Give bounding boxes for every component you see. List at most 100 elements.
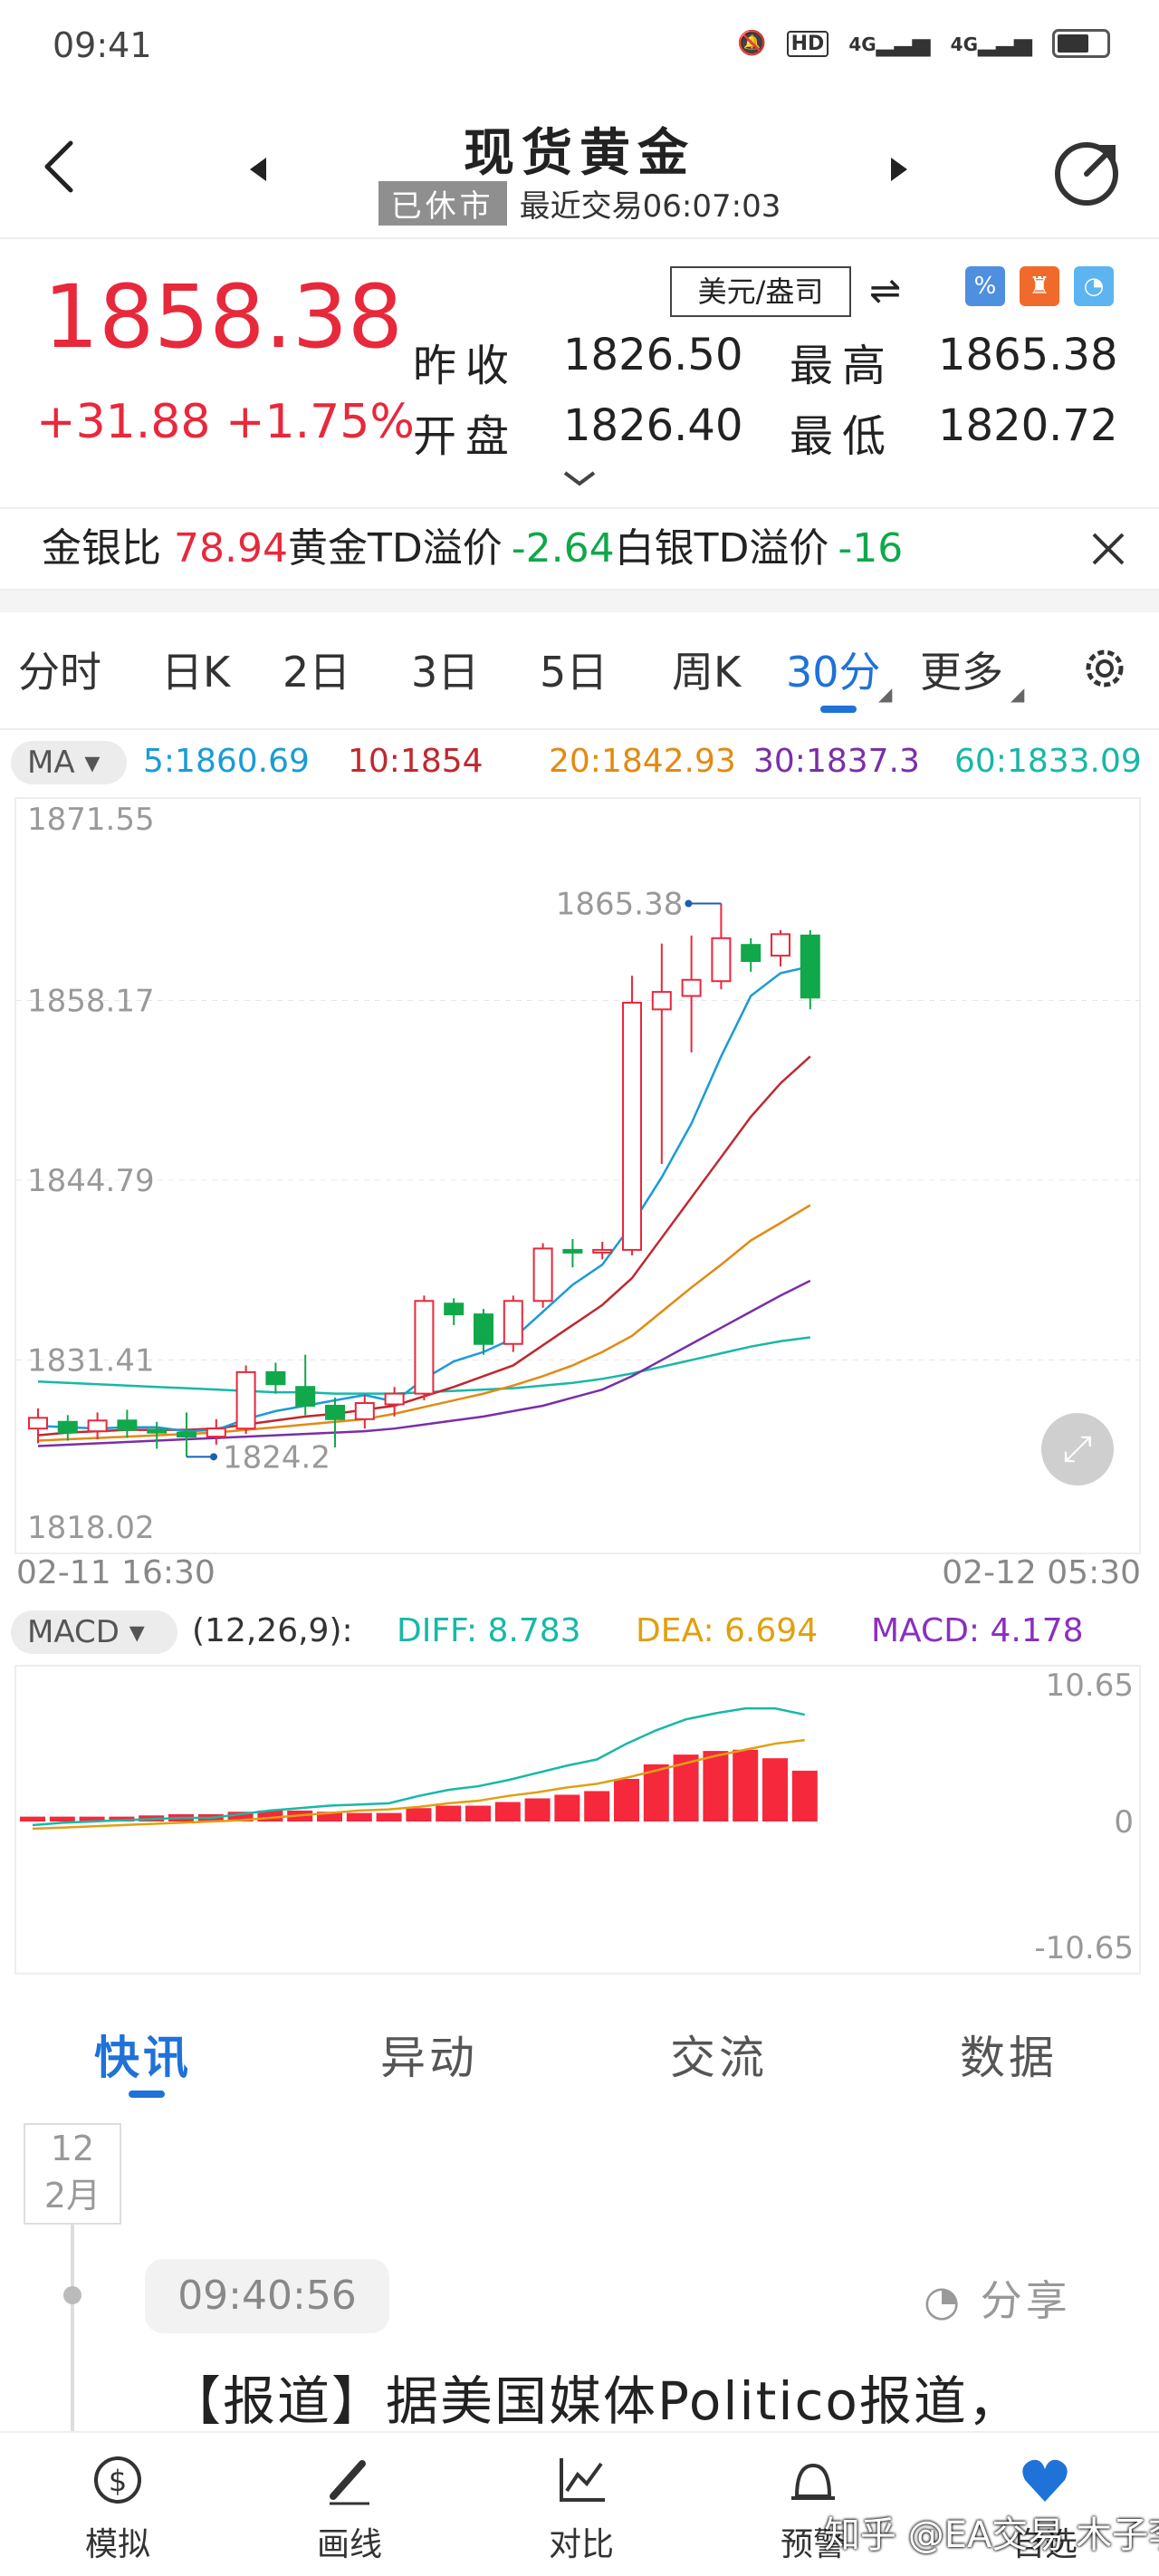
macd-bar bbox=[524, 1798, 551, 1821]
macd-bar bbox=[554, 1794, 580, 1821]
tab-timeshare[interactable]: 分时 bbox=[18, 648, 101, 697]
status-bar: 09:41 🔕 HD 4G▂▃▅ 4G▂▃▅ bbox=[0, 0, 1159, 100]
candle-body bbox=[622, 1001, 642, 1251]
nav-compare[interactable]: 对比 bbox=[509, 2453, 654, 2565]
hd-badge: HD bbox=[786, 30, 829, 57]
y-tick-label: 1818.02 bbox=[27, 1510, 155, 1546]
status-icons: 🔕 HD 4G▂▃▅ 4G▂▃▅ bbox=[737, 29, 1110, 58]
section-divider bbox=[0, 591, 1159, 612]
share-button[interactable]: ◔ 分享 bbox=[924, 2276, 1071, 2325]
macd-bar bbox=[20, 1816, 45, 1821]
candle-body bbox=[265, 1370, 286, 1386]
pie-chart-icon[interactable]: ◔ bbox=[1074, 266, 1114, 306]
candle-body bbox=[384, 1392, 405, 1406]
tab-movement[interactable]: 异动 bbox=[380, 2032, 478, 2084]
battery-icon bbox=[1052, 29, 1110, 58]
tab-5day[interactable]: 5日 bbox=[540, 648, 608, 697]
low-label: 最低 bbox=[790, 411, 896, 462]
news-date: 12 2月 bbox=[24, 2123, 121, 2225]
nav-draw[interactable]: 画线 bbox=[277, 2453, 422, 2565]
tab-community[interactable]: 交流 bbox=[670, 2032, 768, 2084]
prev-arrow-icon[interactable] bbox=[246, 156, 268, 183]
svg-text:$: $ bbox=[109, 2464, 127, 2498]
refresh-icon[interactable] bbox=[1050, 136, 1123, 208]
max-price-label: 1865.38 bbox=[556, 887, 684, 923]
ma-line-20 bbox=[37, 1204, 811, 1442]
macd-y-tick: 0 bbox=[1114, 1804, 1134, 1841]
heart-icon bbox=[1022, 2459, 1068, 2502]
macd-selector[interactable]: MACD ▾ bbox=[11, 1610, 177, 1654]
nav-watchlist[interactable]: 自选 bbox=[972, 2453, 1117, 2565]
candle-body bbox=[592, 1248, 613, 1254]
x-end-label: 02-12 05:30 bbox=[942, 1554, 1141, 1591]
macd-y-tick: -10.65 bbox=[1034, 1930, 1134, 1966]
high-value: 1865.38 bbox=[938, 330, 1118, 380]
settings-gear-icon[interactable] bbox=[1078, 641, 1132, 696]
tab-2day[interactable]: 2日 bbox=[283, 648, 351, 697]
macd-diff: DIFF: 8.783 bbox=[397, 1612, 581, 1649]
lighthouse-icon[interactable]: ♜ bbox=[1020, 266, 1059, 306]
tab-flash-news[interactable]: 快讯 bbox=[94, 2032, 192, 2084]
ma-selector[interactable]: MA ▾ bbox=[11, 741, 127, 784]
y-tick-label: 1871.55 bbox=[27, 802, 155, 838]
ma60-value: 60:1833.09 bbox=[954, 743, 1142, 780]
prev-close-label: 昨收 bbox=[413, 341, 519, 391]
market-closed-badge: 已休市 bbox=[378, 181, 507, 226]
close-icon[interactable] bbox=[1090, 531, 1126, 567]
ma20-value: 20:1842.93 bbox=[549, 743, 736, 780]
min-price-label: 1824.2 bbox=[223, 1439, 330, 1475]
candle-body bbox=[414, 1300, 435, 1395]
status-time: 09:41 bbox=[53, 25, 152, 65]
macd-bar bbox=[643, 1764, 669, 1821]
swap-icon[interactable]: ⇌ bbox=[869, 268, 902, 312]
gold-silver-value: 78.94 bbox=[174, 525, 288, 572]
percent-icon[interactable]: % bbox=[965, 266, 1005, 306]
unit-selector[interactable]: 美元/盎司 bbox=[670, 266, 851, 317]
macd-bar bbox=[494, 1802, 521, 1821]
tab-data[interactable]: 数据 bbox=[960, 2032, 1058, 2084]
next-arrow-icon[interactable] bbox=[889, 156, 911, 183]
gold-td-value: -2.64 bbox=[511, 525, 615, 572]
nav-alert[interactable]: 预警 bbox=[741, 2453, 886, 2565]
tab-3day[interactable]: 3日 bbox=[411, 648, 480, 697]
signal-icon-1: 4G▂▃▅ bbox=[848, 30, 931, 57]
alarm-icon bbox=[791, 2463, 835, 2500]
ma-legend: MA ▾ 5:1860.69 10:1854 20:1842.93 30:183… bbox=[0, 739, 1159, 790]
macd-bar bbox=[49, 1816, 75, 1821]
y-tick-label: 1844.79 bbox=[27, 1163, 155, 1199]
max-marker-dot bbox=[685, 899, 693, 908]
fullscreen-icon[interactable]: ⤢ bbox=[1041, 1413, 1114, 1485]
watermark: 知乎 @EA交易 木子李 bbox=[824, 2514, 1159, 2556]
dollar-coin-icon: $ bbox=[94, 2456, 141, 2504]
close-ticker-button[interactable] bbox=[1059, 509, 1159, 589]
back-icon[interactable] bbox=[40, 138, 76, 196]
macd-bar bbox=[227, 1812, 254, 1821]
candle-body bbox=[562, 1248, 583, 1254]
active-tab-indicator bbox=[820, 706, 857, 713]
tab-weekly-k[interactable]: 周K bbox=[672, 648, 742, 697]
tab-30min[interactable]: 30分 bbox=[786, 648, 881, 697]
silver-td-label: 白银TD溢价 bbox=[614, 525, 829, 572]
candlestick-chart[interactable]: 1871.55 1858.17 1844.79 1831.41 1818.02 1865.… bbox=[14, 797, 1141, 1554]
tab-more[interactable]: 更多 bbox=[920, 648, 1003, 697]
candle-body bbox=[503, 1300, 523, 1345]
macd-bar bbox=[436, 1805, 462, 1821]
candle-body bbox=[28, 1417, 48, 1430]
candle-body bbox=[681, 978, 702, 997]
macd-bar bbox=[762, 1758, 788, 1821]
macd-chart[interactable]: 10.65 0 -10.65 bbox=[14, 1665, 1141, 1975]
tab-daily-k[interactable]: 日K bbox=[161, 648, 231, 697]
expand-chevron-icon[interactable] bbox=[561, 469, 598, 489]
news-headline[interactable]: 【报道】据美国媒体Politico报道， bbox=[168, 2370, 1022, 2432]
diff-line bbox=[32, 1706, 806, 1827]
macd-dea: DEA: 6.694 bbox=[636, 1612, 819, 1649]
macd-y-tick: 10.65 bbox=[1046, 1668, 1134, 1704]
macd-bar bbox=[79, 1816, 105, 1821]
tab-30min-caret-icon: ◢ bbox=[878, 683, 893, 705]
macd-legend: MACD ▾ (12,26,9): DIFF: 8.783 DEA: 6.694… bbox=[0, 1609, 1159, 1659]
compare-chart-icon bbox=[560, 2458, 605, 2502]
nav-simulate[interactable]: $ 模拟 bbox=[45, 2453, 190, 2565]
candle-body bbox=[206, 1427, 226, 1438]
news-time: 09:40:56 bbox=[145, 2259, 389, 2333]
macd-bar bbox=[584, 1791, 610, 1821]
